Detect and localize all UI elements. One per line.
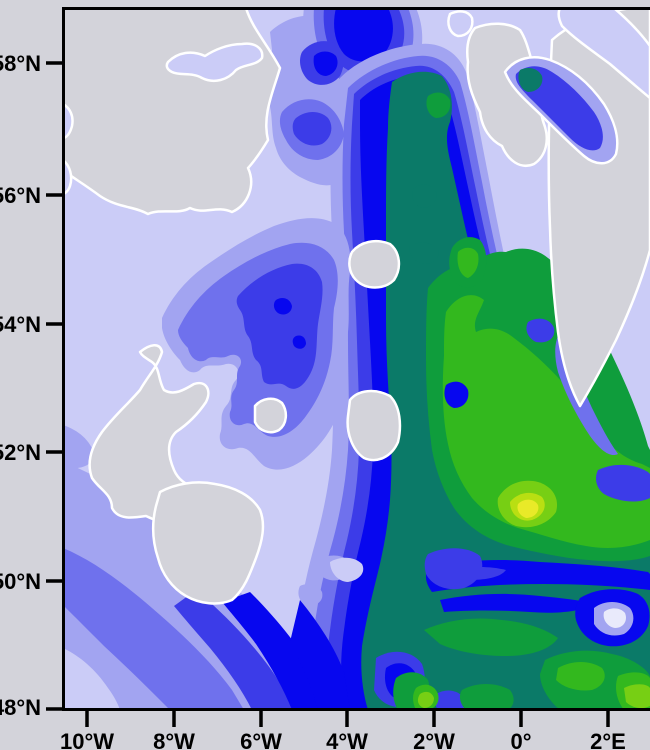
wales-gray-pocket: [346, 389, 402, 462]
contour-field: [63, 8, 650, 710]
gray-overlays: [63, 8, 650, 196]
hebrides-pale-blob: [165, 42, 264, 82]
lon-tick-label: 0°: [510, 729, 531, 750]
lat-tick-label: 58°N: [0, 51, 41, 76]
irish-sea-gray-pocket: [348, 240, 401, 289]
lat-tick-label: 50°N: [0, 569, 41, 594]
lat-tick-label: 54°N: [0, 312, 41, 337]
scotland-pale-pocket: [447, 10, 474, 38]
northeast-pale-band: [557, 8, 650, 100]
lat-axis: 58°N 56°N 54°N 52°N 50°N 48°N: [0, 51, 63, 720]
lon-tick-label: 2°W: [413, 729, 455, 750]
isle-of-man-gray: [253, 397, 288, 434]
map-canvas: [63, 8, 650, 710]
lat-tick-label: 48°N: [0, 695, 41, 720]
lon-tick-label: 6°W: [240, 729, 282, 750]
lon-tick-label: 8°W: [153, 729, 195, 750]
lat-tick-label: 52°N: [0, 440, 41, 465]
lon-axis: 10°W 8°W 6°W 4°W 2°W 0° 2°E: [60, 710, 626, 750]
moray-comma-teal-dot: [518, 68, 543, 92]
lon-tick-label: 4°W: [326, 729, 368, 750]
atlantic-northwest-gray: [63, 8, 282, 216]
lon-tick-label: 10°W: [60, 729, 114, 750]
celtic-sea-gray: [152, 481, 265, 605]
lon-tick-label: 2°E: [590, 729, 626, 750]
map-frame: [62, 7, 650, 711]
lat-tick-label: 56°N: [0, 183, 41, 208]
